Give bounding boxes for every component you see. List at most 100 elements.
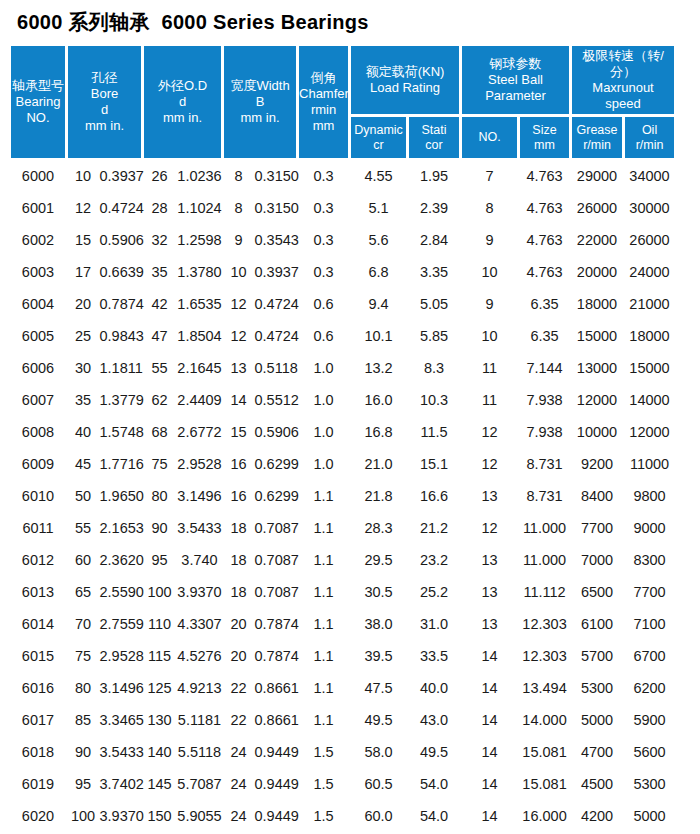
table-cell: 7.144 bbox=[519, 352, 571, 384]
table-cell: 0.5906 bbox=[255, 416, 298, 448]
table-cell: 15000 bbox=[624, 352, 676, 384]
table-cell: 8.731 bbox=[519, 480, 571, 512]
table-cell: 6012 bbox=[10, 544, 67, 576]
table-cell: 5.6 bbox=[350, 224, 408, 256]
table-cell: 10 bbox=[461, 320, 519, 352]
table-cell: 24 bbox=[223, 768, 255, 800]
table-cell: 1.0 bbox=[298, 448, 350, 480]
table-cell: 65 bbox=[67, 576, 100, 608]
table-cell: 60 bbox=[67, 544, 100, 576]
table-cell: 2.3620 bbox=[100, 544, 143, 576]
table-cell: 5000 bbox=[624, 800, 676, 832]
table-row: 6006301.1811552.1645130.51181.013.28.311… bbox=[10, 352, 676, 384]
table-cell: 14 bbox=[461, 672, 519, 704]
table-cell: 1.95 bbox=[408, 160, 461, 192]
table-cell: 5.1 bbox=[350, 192, 408, 224]
table-cell: 62 bbox=[143, 384, 177, 416]
table-cell: 115 bbox=[143, 640, 177, 672]
table-cell: 15 bbox=[223, 416, 255, 448]
table-cell: 1.1 bbox=[298, 512, 350, 544]
table-cell: 8300 bbox=[624, 544, 676, 576]
col-header-bearing-no: 轴承型号 Bearing NO. bbox=[10, 45, 67, 160]
table-cell: 9 bbox=[461, 224, 519, 256]
table-cell: 20 bbox=[223, 640, 255, 672]
table-cell: 130 bbox=[143, 704, 177, 736]
table-cell: 14 bbox=[461, 800, 519, 832]
table-cell: 11 bbox=[461, 352, 519, 384]
table-cell: 6.35 bbox=[519, 288, 571, 320]
table-cell: 13 bbox=[223, 352, 255, 384]
table-cell: 28.3 bbox=[350, 512, 408, 544]
table-cell: 11000 bbox=[624, 448, 676, 480]
col-header-dynamic-cr: Dynamic cr bbox=[350, 116, 408, 160]
table-cell: 4.763 bbox=[519, 224, 571, 256]
table-cell: 10.1 bbox=[350, 320, 408, 352]
table-cell: 14 bbox=[461, 640, 519, 672]
table-cell: 1.1811 bbox=[100, 352, 143, 384]
table-cell: 14 bbox=[461, 704, 519, 736]
table-cell: 1.0 bbox=[298, 416, 350, 448]
table-cell: 14 bbox=[461, 768, 519, 800]
table-cell: 14000 bbox=[624, 384, 676, 416]
table-row: 6010501.9650803.1496160.62991.121.816.61… bbox=[10, 480, 676, 512]
table-cell: 6005 bbox=[10, 320, 67, 352]
table-cell: 12 bbox=[461, 512, 519, 544]
table-cell: 1.0 bbox=[298, 352, 350, 384]
table-cell: 10 bbox=[67, 160, 100, 192]
table-cell: 125 bbox=[143, 672, 177, 704]
table-cell: 5700 bbox=[571, 640, 624, 672]
table-cell: 50 bbox=[67, 480, 100, 512]
table-cell: 5.85 bbox=[408, 320, 461, 352]
table-cell: 10.3 bbox=[408, 384, 461, 416]
table-cell: 0.8661 bbox=[255, 672, 298, 704]
table-cell: 1.1 bbox=[298, 576, 350, 608]
table-cell: 1.5 bbox=[298, 736, 350, 768]
table-cell: 42 bbox=[143, 288, 177, 320]
table-cell: 5.7087 bbox=[177, 768, 223, 800]
table-cell: 1.3780 bbox=[177, 256, 223, 288]
table-cell: 80 bbox=[67, 672, 100, 704]
table-cell: 9 bbox=[223, 224, 255, 256]
table-cell: 18 bbox=[223, 512, 255, 544]
table-cell: 25 bbox=[67, 320, 100, 352]
table-cell: 3.7402 bbox=[100, 768, 143, 800]
table-cell: 14.000 bbox=[519, 704, 571, 736]
table-row: 6017853.34651305.1181220.86611.149.543.0… bbox=[10, 704, 676, 736]
table-cell: 0.3150 bbox=[255, 192, 298, 224]
table-cell: 1.9650 bbox=[100, 480, 143, 512]
table-cell: 1.1024 bbox=[177, 192, 223, 224]
table-cell: 9000 bbox=[624, 512, 676, 544]
table-cell: 1.5 bbox=[298, 768, 350, 800]
table-cell: 11.5 bbox=[408, 416, 461, 448]
table-cell: 58.0 bbox=[350, 736, 408, 768]
table-cell: 26 bbox=[143, 160, 177, 192]
table-cell: 1.8504 bbox=[177, 320, 223, 352]
table-cell: 16.6 bbox=[408, 480, 461, 512]
table-cell: 35 bbox=[143, 256, 177, 288]
table-cell: 13 bbox=[461, 608, 519, 640]
table-cell: 0.9449 bbox=[255, 736, 298, 768]
table-cell: 47 bbox=[143, 320, 177, 352]
table-cell: 6009 bbox=[10, 448, 67, 480]
table-cell: 2.1653 bbox=[100, 512, 143, 544]
table-cell: 22 bbox=[223, 704, 255, 736]
table-cell: 1.1 bbox=[298, 704, 350, 736]
table-cell: 4.3307 bbox=[177, 608, 223, 640]
table-cell: 47.5 bbox=[350, 672, 408, 704]
table-cell: 20 bbox=[223, 608, 255, 640]
table-cell: 21.2 bbox=[408, 512, 461, 544]
table-cell: 9 bbox=[461, 288, 519, 320]
col-header-max-speed: 极限转速（转/分） Maxrunout speed bbox=[571, 45, 676, 116]
table-cell: 6.35 bbox=[519, 320, 571, 352]
table-cell: 60.5 bbox=[350, 768, 408, 800]
table-cell: 15 bbox=[67, 224, 100, 256]
table-cell: 24000 bbox=[624, 256, 676, 288]
col-header-grease-speed: Grease r/min bbox=[571, 116, 624, 160]
table-cell: 0.4724 bbox=[255, 320, 298, 352]
table-cell: 1.1 bbox=[298, 640, 350, 672]
table-cell: 5300 bbox=[624, 768, 676, 800]
col-header-oil-speed: Oil r/min bbox=[624, 116, 676, 160]
col-header-load-rating: 额定载荷(KN) Load Rating bbox=[350, 45, 461, 116]
table-cell: 0.5118 bbox=[255, 352, 298, 384]
table-cell: 150 bbox=[143, 800, 177, 832]
